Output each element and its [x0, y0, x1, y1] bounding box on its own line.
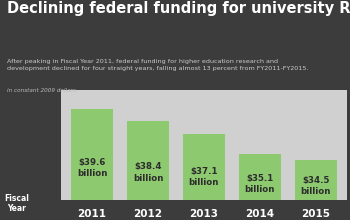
- Text: $35.1
billion: $35.1 billion: [245, 174, 275, 194]
- Bar: [71, 109, 113, 200]
- Text: $37.1
billion: $37.1 billion: [189, 167, 219, 187]
- Bar: [183, 134, 225, 200]
- Bar: [295, 160, 337, 200]
- Text: After peaking in Fiscal Year 2011, federal funding for higher education research: After peaking in Fiscal Year 2011, feder…: [7, 59, 308, 71]
- Text: Fiscal
Year: Fiscal Year: [5, 194, 29, 213]
- Text: $38.4
billion: $38.4 billion: [133, 163, 163, 183]
- Text: Declining federal funding for university R&D: Declining federal funding for university…: [7, 1, 350, 16]
- Bar: [127, 121, 169, 200]
- Bar: [239, 154, 281, 200]
- Text: $39.6
billion: $39.6 billion: [77, 158, 107, 178]
- Text: in constant 2009 dollars: in constant 2009 dollars: [7, 88, 76, 93]
- Text: $34.5
billion: $34.5 billion: [301, 176, 331, 196]
